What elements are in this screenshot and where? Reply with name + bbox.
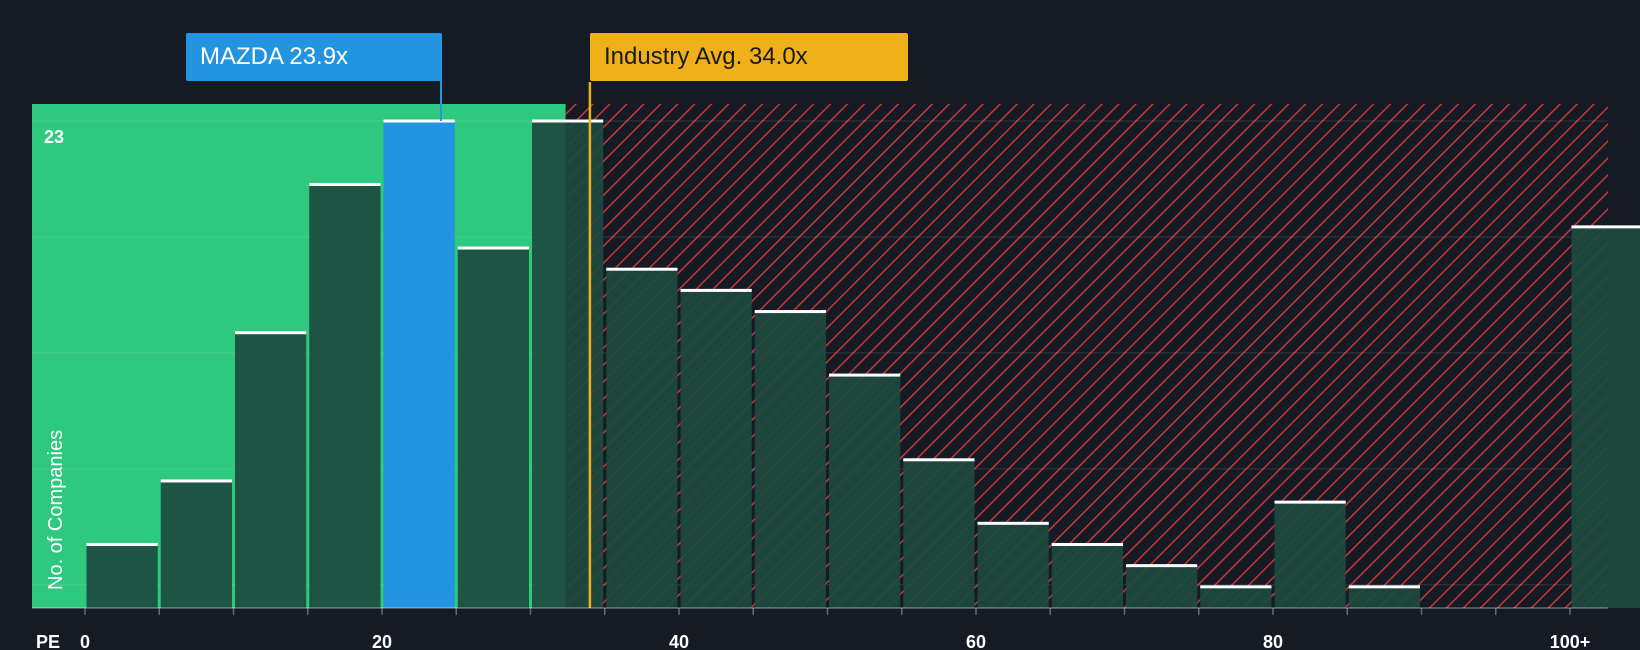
- bar-cap: [309, 183, 381, 187]
- bar: [1126, 565, 1198, 608]
- bar-cap: [235, 331, 307, 335]
- bar-cap: [1571, 225, 1640, 229]
- bar: [1200, 586, 1272, 608]
- bar: [309, 184, 381, 609]
- industry-avg-callout: Industry Avg. 34.0x: [590, 33, 908, 81]
- bar: [1571, 226, 1640, 608]
- bar-cap: [903, 458, 975, 462]
- bar: [829, 375, 901, 608]
- bar: [86, 544, 158, 608]
- x-tick-label: 100+: [1550, 632, 1591, 650]
- bar-cap: [1200, 585, 1272, 589]
- x-tick-label: 60: [966, 632, 986, 650]
- bar-cap: [160, 479, 232, 483]
- y-max-label: 23: [44, 127, 64, 147]
- bar: [1051, 544, 1123, 608]
- bar-cap: [680, 288, 752, 292]
- x-tick-label: 80: [1263, 632, 1283, 650]
- bar-cap: [754, 310, 826, 314]
- bar-cap: [1348, 585, 1420, 589]
- bar: [457, 248, 529, 609]
- bar: [235, 332, 307, 608]
- bar: [754, 311, 826, 608]
- x-tick-label: 20: [372, 632, 392, 650]
- x-tick-label: 0: [80, 632, 90, 650]
- bar-cap: [606, 267, 678, 271]
- bar: [160, 480, 232, 608]
- bar-cap: [383, 119, 455, 123]
- bar-cap: [86, 542, 158, 546]
- y-axis-label: No. of Companies: [45, 430, 67, 590]
- bar: [1274, 502, 1346, 608]
- bar-cap: [457, 246, 529, 250]
- x-tick-label: 40: [669, 632, 689, 650]
- bar: [680, 290, 752, 608]
- bar-cap: [1051, 542, 1123, 546]
- bar: [606, 269, 678, 608]
- bar: [1348, 586, 1420, 608]
- bar-cap: [829, 373, 901, 377]
- x-axis-title: PE: [36, 632, 60, 650]
- company-pe-callout: MAZDA 23.9x: [186, 33, 442, 81]
- bar-cap: [1274, 500, 1346, 504]
- bar: [977, 523, 1049, 608]
- bar: [532, 121, 604, 608]
- bar-cap: [977, 521, 1049, 525]
- bar-cap: [1126, 564, 1198, 568]
- bar-highlight: [383, 121, 455, 608]
- bar: [903, 459, 975, 608]
- bar-cap: [532, 119, 604, 123]
